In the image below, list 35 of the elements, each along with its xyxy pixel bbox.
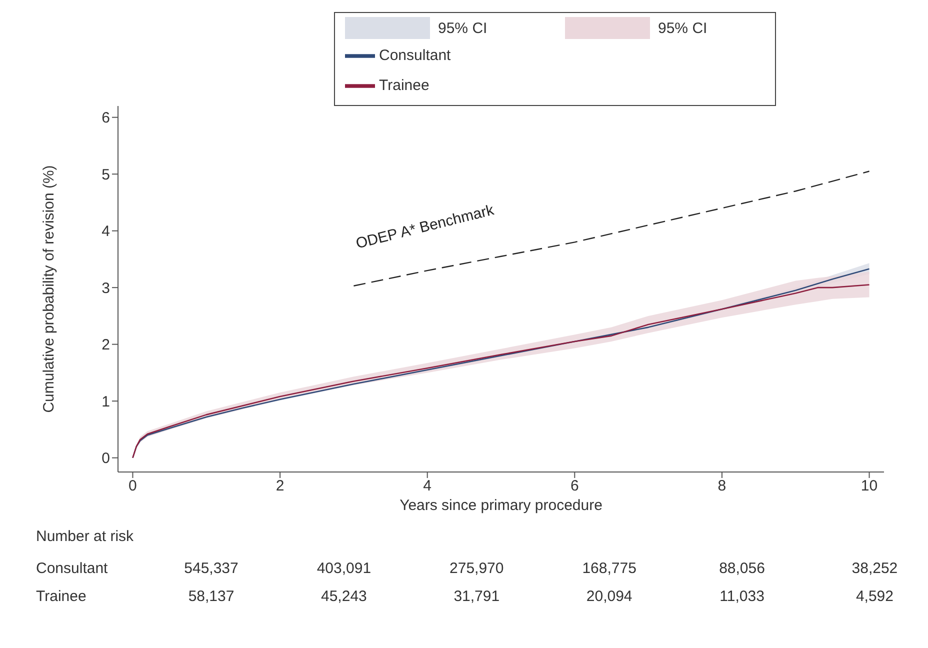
text: 95% CI bbox=[438, 20, 488, 36]
text: 11,033 bbox=[718, 588, 766, 605]
text: 545,337 bbox=[183, 560, 240, 577]
y-tick-label: 6 bbox=[102, 110, 110, 127]
text: 95% CI bbox=[658, 20, 708, 36]
text: 38,252 bbox=[850, 560, 899, 577]
text: Trainee bbox=[36, 588, 86, 605]
y-tick-label: 0 bbox=[102, 450, 110, 468]
y-axis-title: Cumulative probability of revision (%) bbox=[40, 165, 58, 413]
text: 31,791 bbox=[452, 588, 501, 605]
x-tick-label: 6 bbox=[570, 478, 579, 495]
x-tick-label: 10 bbox=[860, 478, 878, 495]
x-axis-title: Years since primary procedure bbox=[400, 497, 602, 514]
x-tick-label: 8 bbox=[718, 478, 726, 495]
text: 20,094 bbox=[585, 588, 634, 605]
text: Consultant bbox=[36, 560, 108, 577]
text: 403,091 bbox=[316, 560, 372, 577]
text: Number at risk bbox=[36, 528, 134, 545]
y-tick-label: 2 bbox=[102, 336, 110, 354]
x-tick-label: 0 bbox=[128, 478, 137, 495]
line-series bbox=[353, 170, 870, 286]
text: 168,775 bbox=[581, 560, 638, 577]
legend-label: Consultant bbox=[379, 46, 451, 64]
x-tick-label: 4 bbox=[423, 478, 432, 495]
text: 275,970 bbox=[448, 560, 505, 577]
legend-label: Trainee bbox=[379, 76, 430, 94]
y-tick-label: 1 bbox=[102, 393, 110, 410]
y-tick-label: 4 bbox=[102, 223, 110, 240]
text: 88,056 bbox=[718, 560, 766, 577]
text: 4,592 bbox=[854, 588, 894, 605]
y-tick-label: 3 bbox=[102, 280, 110, 297]
x-tick-label: 2 bbox=[276, 478, 284, 495]
text: 45,243 bbox=[320, 588, 368, 605]
text: 58,137 bbox=[187, 588, 236, 605]
y-tick-label: 5 bbox=[102, 166, 110, 184]
